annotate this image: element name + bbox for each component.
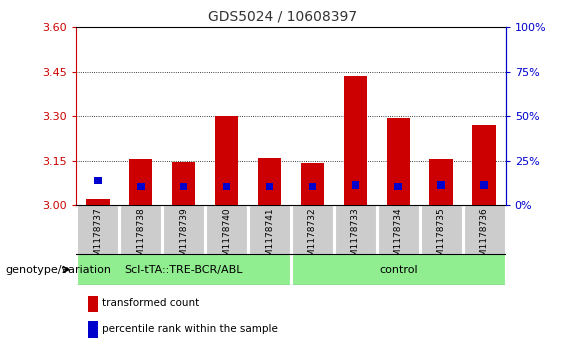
Text: GSM1178735: GSM1178735 xyxy=(437,207,446,268)
Bar xyxy=(429,159,453,205)
Bar xyxy=(335,205,376,254)
Bar xyxy=(344,76,367,205)
Bar xyxy=(437,182,445,189)
Bar xyxy=(172,162,195,205)
Bar xyxy=(88,296,98,312)
Bar xyxy=(258,158,281,205)
Bar xyxy=(464,205,505,254)
Bar xyxy=(249,205,290,254)
Bar xyxy=(163,205,204,254)
Bar xyxy=(86,199,110,205)
Bar xyxy=(94,177,102,184)
Text: genotype/variation: genotype/variation xyxy=(6,265,112,274)
Text: GSM1178741: GSM1178741 xyxy=(265,207,274,268)
Text: Scl-tTA::TRE-BCR/ABL: Scl-tTA::TRE-BCR/ABL xyxy=(124,265,243,274)
Bar xyxy=(206,205,247,254)
Bar xyxy=(472,125,496,205)
Text: control: control xyxy=(379,265,418,274)
Bar xyxy=(480,182,488,189)
Text: GSM1178733: GSM1178733 xyxy=(351,207,360,268)
Bar xyxy=(378,205,419,254)
Bar xyxy=(386,118,410,205)
Bar xyxy=(421,205,462,254)
Bar xyxy=(301,163,324,205)
Text: transformed count: transformed count xyxy=(102,298,199,308)
Text: percentile rank within the sample: percentile rank within the sample xyxy=(102,323,277,334)
Bar xyxy=(223,183,231,190)
Text: GSM1178734: GSM1178734 xyxy=(394,207,403,268)
Text: GDS5024 / 10608397: GDS5024 / 10608397 xyxy=(208,9,357,23)
Text: GSM1178736: GSM1178736 xyxy=(480,207,489,268)
Bar xyxy=(137,183,145,190)
Bar xyxy=(292,254,505,285)
Text: GSM1178738: GSM1178738 xyxy=(136,207,145,268)
Bar xyxy=(292,205,333,254)
Bar xyxy=(129,159,153,205)
Bar xyxy=(215,116,238,205)
Text: GSM1178740: GSM1178740 xyxy=(222,207,231,268)
Text: GSM1178732: GSM1178732 xyxy=(308,207,317,268)
Bar xyxy=(351,182,359,189)
Bar xyxy=(77,254,290,285)
Bar xyxy=(308,183,316,190)
Text: GSM1178737: GSM1178737 xyxy=(93,207,102,268)
Bar xyxy=(266,183,273,190)
Bar xyxy=(88,321,98,338)
Bar xyxy=(120,205,161,254)
Bar xyxy=(77,205,118,254)
Bar xyxy=(394,183,402,190)
Text: GSM1178739: GSM1178739 xyxy=(179,207,188,268)
Bar xyxy=(180,183,188,190)
